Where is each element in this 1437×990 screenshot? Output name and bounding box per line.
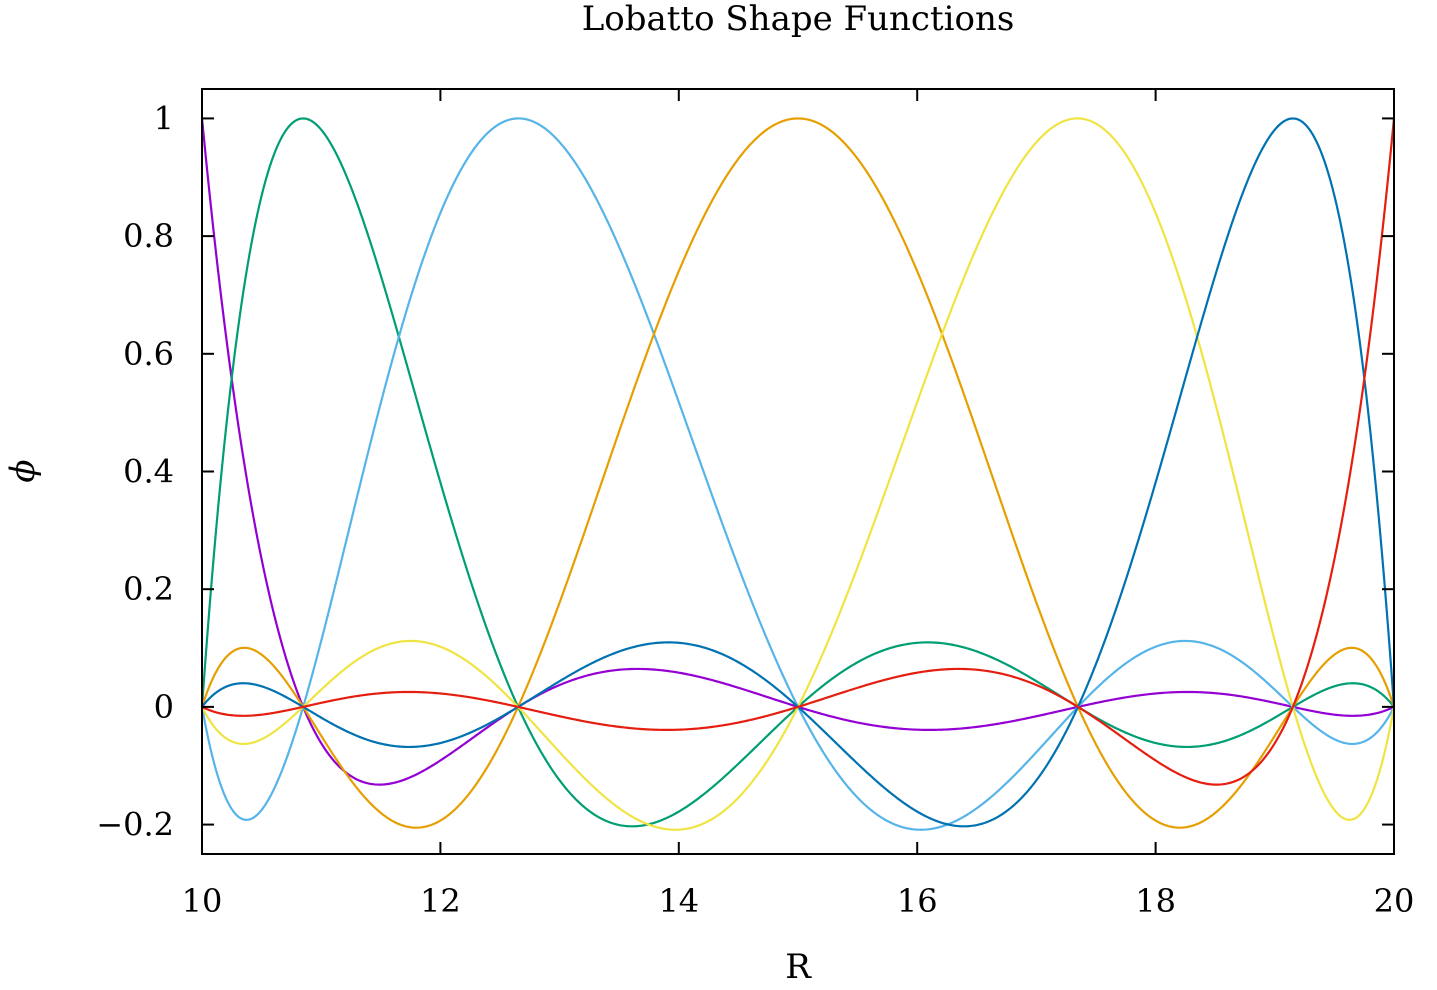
- chart-title: Lobatto Shape Functions: [582, 0, 1015, 39]
- series-line-1: [200, 118, 1395, 786]
- x-tick-label: 18: [1135, 882, 1176, 920]
- y-tick-label: 1: [154, 99, 174, 137]
- x-axis-label: R: [785, 947, 812, 987]
- x-tick-label: 14: [658, 882, 699, 920]
- plot-frame: [201, 88, 1395, 855]
- x-tick-labels: 10 12 14 16 18 20: [182, 882, 1415, 920]
- x-tick-label: 10: [182, 882, 223, 920]
- ticks-layer: [201, 89, 1395, 854]
- y-tick-label: 0.4: [123, 453, 174, 491]
- y-tick-label: 0.8: [123, 217, 174, 255]
- series-layer: [200, 117, 1396, 831]
- x-tick-label: 12: [420, 882, 461, 920]
- y-tick-labels: −0.2 0 0.2 0.4 0.6 0.8 1: [96, 99, 174, 843]
- series-line-6: [201, 117, 1396, 828]
- y-tick-label: 0.2: [123, 570, 174, 608]
- x-tick-label: 20: [1374, 882, 1415, 920]
- series-line-7: [201, 118, 1396, 786]
- series-line-4: [200, 117, 1396, 829]
- series-line-5: [201, 117, 1396, 831]
- y-tick-label: 0.6: [123, 335, 174, 373]
- series-line-3: [200, 117, 1395, 831]
- y-tick-label: −0.2: [96, 806, 174, 844]
- x-tick-label: 16: [897, 882, 938, 920]
- y-axis-label: ϕ: [3, 459, 43, 482]
- series-line-2: [200, 117, 1395, 828]
- y-tick-label: 0: [154, 688, 174, 726]
